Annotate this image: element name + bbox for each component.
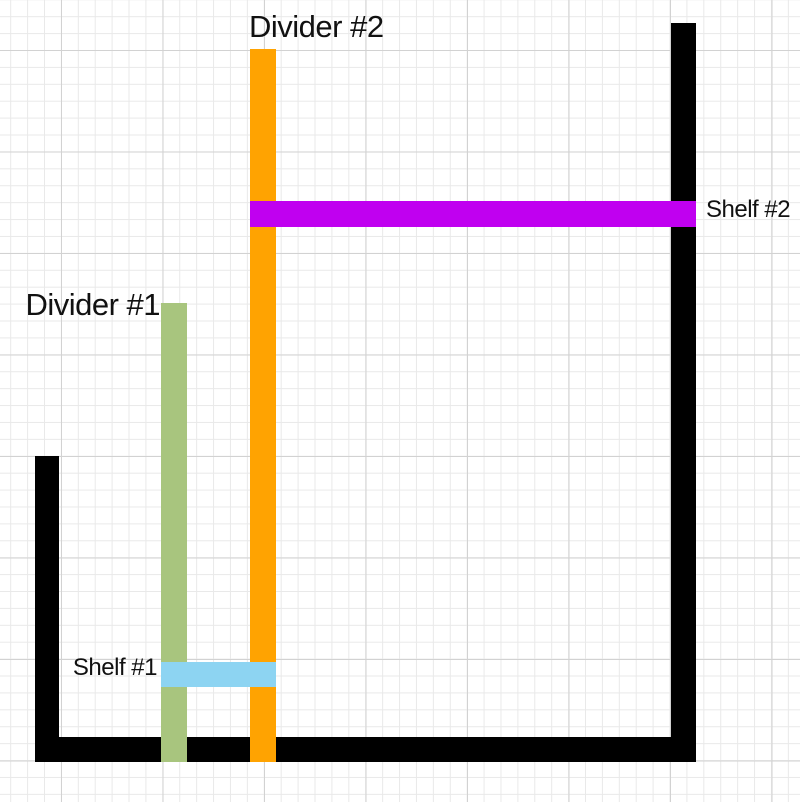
container-left-wall — [35, 456, 59, 762]
container-bottom-wall — [35, 737, 696, 762]
divider-1-label: Divider #1 — [25, 287, 160, 322]
shelf-1-bar — [161, 662, 276, 687]
shelf-2-label: Shelf #2 — [706, 196, 791, 223]
container-right-wall — [671, 23, 696, 762]
shelf-1-label: Shelf #1 — [72, 654, 158, 681]
divider-1-bar — [161, 303, 187, 762]
shelf-2-bar — [250, 201, 696, 227]
divider-2-label: Divider #2 — [249, 9, 384, 44]
divider-2-bar — [250, 49, 276, 762]
